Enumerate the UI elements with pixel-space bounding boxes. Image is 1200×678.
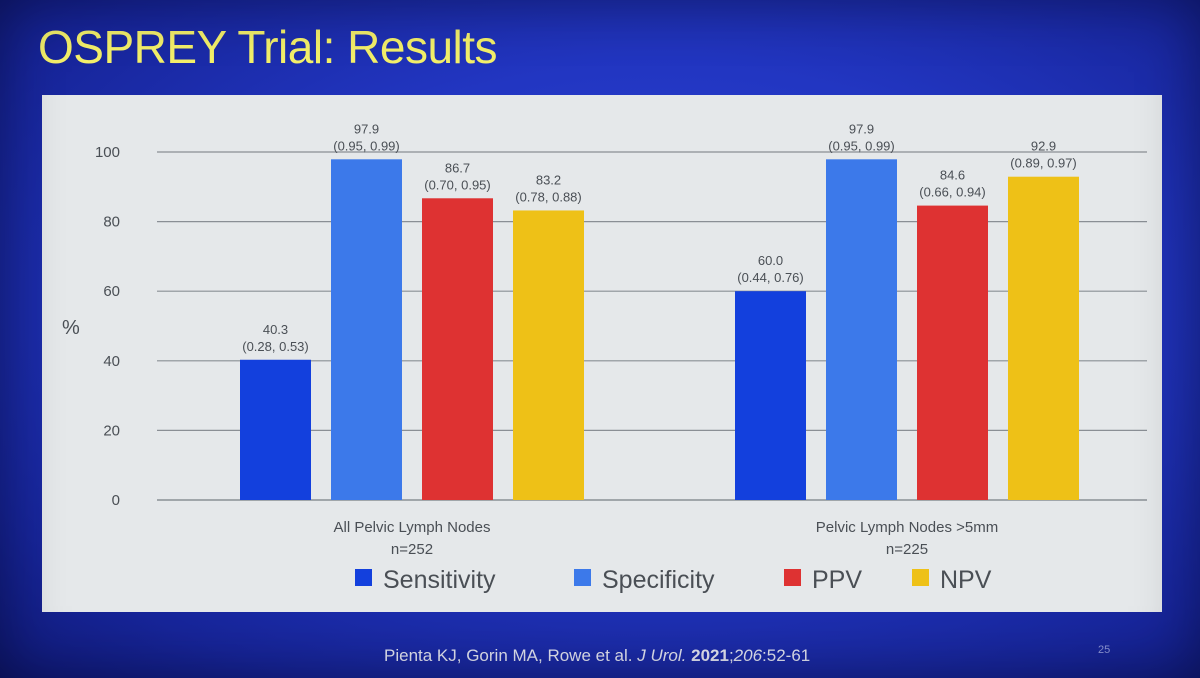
bar-sensitivity-2 (735, 291, 806, 500)
legend-swatch (574, 569, 591, 586)
legend-swatch (912, 569, 929, 586)
y-tick-label: 40 (103, 353, 120, 370)
legend-item-npv: NPV (912, 566, 992, 594)
y-axis-label: % (62, 317, 80, 339)
legend-label: Specificity (602, 566, 715, 594)
citation-year: 2021 (691, 646, 729, 665)
bar-chart: 0 20 40 60 80 100% 40.3 (0.28, 0.53) 97.9 (0.95, … (62, 121, 1147, 594)
category-label: All Pelvic Lymph Nodes (333, 519, 490, 536)
data-label: 92.9 (1031, 139, 1056, 154)
legend-item-sensitivity: Sensitivity (355, 566, 496, 594)
bar-ppv-2 (917, 205, 988, 500)
legend-label: PPV (812, 566, 862, 594)
data-label-ci: (0.89, 0.97) (1010, 156, 1077, 171)
y-tick-label: 60 (103, 283, 120, 300)
citation-etal: et al. (595, 646, 633, 665)
citation-journal: J Urol. (637, 646, 687, 665)
data-label: 84.6 (940, 168, 965, 183)
bar-npv-1 (513, 210, 584, 500)
data-label: 86.7 (445, 160, 470, 175)
data-label: 83.2 (536, 172, 561, 187)
data-label-ci: (0.95, 0.99) (828, 138, 895, 153)
citation: Pienta KJ, Gorin MA, Rowe et al. J Urol.… (384, 646, 811, 665)
data-label: 97.9 (354, 121, 379, 136)
legend-item-specificity: Specificity (574, 566, 715, 594)
data-label: 60.0 (758, 253, 783, 268)
bar-npv-2 (1008, 176, 1079, 500)
data-label-ci: (0.70, 0.95) (424, 177, 491, 192)
data-label-ci: (0.28, 0.53) (242, 339, 309, 354)
citation-pages: :52-61 (762, 646, 811, 665)
legend-swatch (784, 569, 801, 586)
y-tick-label: 0 (112, 492, 120, 509)
citation-authors: Pienta KJ, Gorin MA, Rowe (384, 646, 591, 665)
chart-panel: 0 20 40 60 80 100% 40.3 (0.28, 0.53) 97.9 (0.95, … (42, 95, 1162, 612)
bar-ppv-1 (422, 198, 493, 500)
data-label-ci: (0.44, 0.76) (737, 270, 804, 285)
y-tick-label: 100 (95, 144, 120, 161)
slide-title: OSPREY Trial: Results (38, 21, 498, 73)
data-label-ci: (0.78, 0.88) (515, 189, 582, 204)
data-label: 40.3 (263, 322, 288, 337)
category-label: Pelvic Lymph Nodes >5mm (816, 519, 998, 536)
page-number: 25 (1098, 644, 1111, 656)
citation-volume: 206 (733, 646, 763, 665)
legend-label: Sensitivity (383, 566, 496, 594)
legend-label: NPV (940, 566, 992, 594)
bar-specificity-1 (331, 159, 402, 501)
y-tick-label: 20 (103, 422, 120, 439)
bar-sensitivity-1 (240, 359, 311, 500)
bar-specificity-2 (826, 159, 897, 501)
data-label-ci: (0.66, 0.94) (919, 185, 986, 200)
legend-item-ppv: PPV (784, 566, 862, 594)
y-tick-label: 80 (103, 214, 120, 231)
data-label-ci: (0.95, 0.99) (333, 138, 400, 153)
legend-swatch (355, 569, 372, 586)
category-n-label: n=225 (886, 541, 928, 558)
category-n-label: n=252 (391, 541, 433, 558)
data-label: 97.9 (849, 121, 874, 136)
